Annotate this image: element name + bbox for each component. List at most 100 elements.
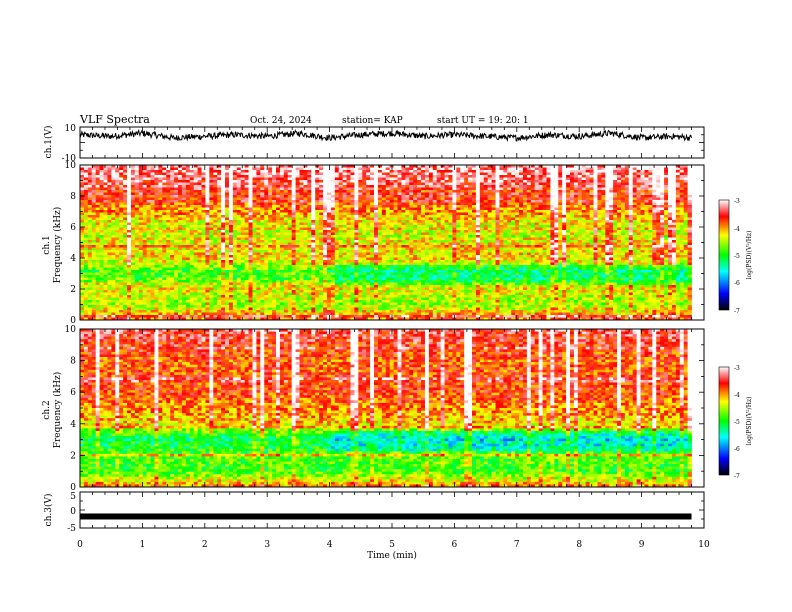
spectrogram-cell: [330, 227, 336, 231]
spectrogram-cell: [228, 197, 234, 201]
spectrogram-cell: [319, 222, 324, 226]
spectrogram-cell: [146, 175, 151, 178]
spectrogram-cell: [252, 232, 257, 236]
spectrogram-cell: [244, 222, 249, 226]
spectrogram-cell: [542, 202, 547, 206]
spectrogram-cell: [377, 195, 383, 198]
spectrogram-cell: [495, 215, 500, 218]
spectrogram-cell: [244, 205, 249, 208]
spectrogram-cell: [209, 202, 214, 206]
spectrogram-cell: [668, 180, 673, 183]
spectrogram-cell: [413, 202, 418, 206]
spectrogram-cell: [389, 200, 394, 203]
spectrogram-cell: [350, 167, 355, 171]
spectrogram-cell: [644, 197, 649, 201]
spectrogram-cell: [620, 190, 626, 193]
spectrogram-cell: [585, 232, 590, 236]
spectrogram-cell: [91, 200, 97, 203]
spectrogram-cell: [393, 182, 398, 186]
spectrogram-cell: [142, 200, 148, 203]
spectrogram-cell: [240, 222, 246, 226]
spectrogram-cell: [668, 230, 673, 233]
spectrogram-cell: [515, 180, 520, 183]
spectrogram-cell: [201, 177, 206, 181]
spectrogram-cell: [570, 205, 575, 208]
spectrogram-cell: [464, 227, 469, 231]
spectrogram-cell: [330, 165, 336, 168]
spectrogram-cell: [295, 180, 300, 183]
spectrogram-cell: [585, 202, 590, 206]
spectrogram-cell: [80, 220, 85, 223]
spectrogram-cell: [342, 232, 347, 236]
spectrogram-cell: [519, 200, 524, 203]
spectrogram-cell: [236, 207, 242, 211]
spectrogram-cell: [272, 215, 277, 218]
spectrogram-cell: [201, 197, 206, 201]
spectrogram-cell: [632, 172, 638, 176]
spectrogram-cell: [205, 230, 210, 233]
spectrogram-cell: [679, 227, 685, 231]
spectrogram-cell: [389, 197, 394, 201]
spectrogram-cell: [209, 235, 214, 238]
spectrogram-cell: [334, 212, 340, 216]
spectrogram-cell: [377, 217, 383, 221]
spectrogram-cell: [526, 225, 532, 228]
spectrogram-cell: [483, 167, 489, 171]
spectrogram-cell: [232, 165, 238, 168]
spectrogram-cell: [330, 175, 336, 178]
spectrogram-cell: [570, 167, 575, 171]
spectrogram-cell: [260, 217, 265, 221]
spectrogram-cell: [334, 235, 340, 238]
spectrogram-cell: [174, 230, 179, 233]
spectrogram-cell: [134, 240, 140, 243]
spectrogram-cell: [236, 202, 242, 206]
spectrogram-cell: [381, 187, 387, 191]
spectrogram-cell: [511, 227, 516, 231]
spectrogram-cell: [397, 237, 402, 241]
spectrogram-cell: [432, 207, 438, 211]
spectrogram-cell: [620, 215, 626, 218]
spectrogram-cell: [421, 202, 426, 206]
spectrogram-cell: [232, 180, 238, 183]
spectrogram-cell: [232, 205, 238, 208]
spectrogram-cell: [107, 222, 112, 226]
spectrogram-cell: [181, 217, 187, 221]
spectrogram-cell: [448, 227, 453, 231]
spectrogram-cell: [115, 207, 120, 211]
spectrogram-cell: [311, 225, 316, 228]
spectrogram-cell: [472, 210, 477, 213]
spectrogram-cell: [472, 227, 477, 231]
spectrogram-cell: [127, 192, 132, 196]
spectrogram-cell: [522, 185, 528, 188]
spectrogram-cell: [530, 230, 536, 233]
spectrogram-cell: [295, 230, 300, 233]
spectrogram-cell: [424, 237, 430, 241]
spectrogram-cell: [597, 202, 602, 206]
spectrogram-cell: [170, 167, 175, 171]
spectrogram-cell: [123, 240, 128, 243]
spectrogram-cell: [256, 230, 261, 233]
spectrogram-cell: [178, 215, 183, 218]
spectrogram-cell: [609, 237, 614, 241]
spectrogram-cell: [460, 192, 465, 196]
spectrogram-cell: [464, 220, 469, 223]
spectrogram-cell: [432, 222, 438, 226]
spectrogram-cell: [366, 220, 371, 223]
spectrogram-cell: [209, 192, 214, 196]
spectrogram-cell: [644, 182, 649, 186]
spectrogram-cell: [240, 227, 246, 231]
spectrogram-cell: [401, 180, 406, 183]
spectrogram-cell: [628, 177, 634, 181]
spectrogram-cell: [472, 187, 477, 191]
spectrogram-cell: [87, 195, 93, 198]
spectrogram-cell: [276, 202, 281, 206]
spectrogram-cell: [146, 195, 151, 198]
spectrogram-cell: [652, 212, 657, 216]
spectrogram-cell: [432, 192, 438, 196]
spectrogram-cell: [428, 212, 434, 216]
spectrogram-cell: [660, 177, 665, 181]
spectrogram-cell: [91, 197, 97, 201]
spectrogram-cell: [424, 197, 430, 201]
spectrogram-cell: [397, 240, 402, 243]
spectrogram-cell: [174, 215, 179, 218]
